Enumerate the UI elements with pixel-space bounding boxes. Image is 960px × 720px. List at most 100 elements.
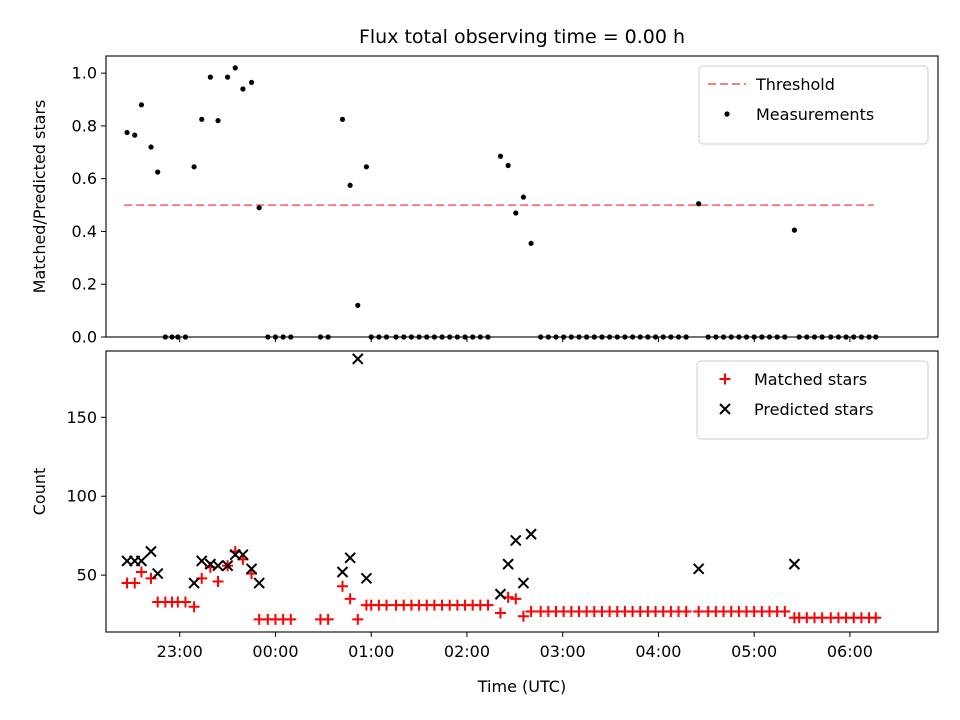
data-point [215,118,221,124]
x-tick-label: 04:00 [635,642,681,661]
data-point [622,334,628,340]
y-tick-label: 0.8 [72,116,97,135]
data-point [858,334,865,340]
y-axis-label: Matched/Predicted stars [30,100,49,294]
data-point [245,563,258,575]
data-point [188,577,200,589]
x-tick-label: 23:00 [157,642,203,661]
data-point [517,610,529,622]
data-point [224,74,231,80]
data-point [873,334,879,340]
data-point [576,334,582,340]
data-point [124,129,130,136]
x-tick-label: 02:00 [444,642,490,661]
data-point [607,334,613,340]
data-point [525,605,537,617]
x-tick-label: 03:00 [540,642,586,661]
data-point [317,334,324,340]
legend-box [696,360,929,440]
data-point [528,240,534,246]
axes-frame [105,55,939,338]
data-point [256,205,262,211]
data-point [179,596,191,608]
data-point [381,599,393,611]
data-point [221,559,234,572]
data-point [322,613,334,625]
data-point [510,593,522,605]
data-point [368,334,374,340]
data-point [779,605,791,617]
data-point [145,545,157,558]
y-tick-label: 1.0 [72,64,97,83]
y-tick-label: 0.0 [72,328,97,347]
data-point [668,334,674,340]
data-point [675,334,682,340]
data-point [196,555,208,567]
x-tick-label: 05:00 [731,642,777,661]
data-point [288,334,294,340]
data-point [520,194,527,200]
data-point [494,588,507,600]
data-point [280,334,286,340]
data-point [782,334,788,340]
series-matched-stars [121,545,882,625]
data-point [584,334,590,340]
data-point [645,334,651,340]
data-point [652,334,659,340]
data-point [525,528,537,540]
data-point [347,182,353,188]
data-point [482,599,494,611]
data-point [470,334,476,340]
data-point [637,334,643,340]
data-point [135,555,148,567]
data-point [736,334,742,340]
data-point [502,558,514,570]
data-point [545,334,551,340]
data-point [416,334,422,340]
data-point [693,605,705,617]
data-point [660,334,666,340]
x-axis-label: Time (UTC) [477,677,566,696]
data-point [344,552,356,564]
data-point [788,558,801,570]
data-point [870,612,882,624]
y-tick-label: 0.6 [72,169,97,188]
y-tick-label: 0.2 [72,275,97,294]
data-point [325,334,331,340]
x-tick-label: 01:00 [348,642,394,661]
y-tick-label: 150 [66,408,97,427]
y-tick-label: 100 [66,487,97,506]
data-point [513,210,519,216]
data-point [191,164,197,170]
data-point [751,334,757,340]
data-point [155,169,161,175]
data-point [424,334,430,340]
legend-label: Measurements [756,105,874,124]
data-point [713,334,719,340]
legend-marker [719,373,731,385]
data-point [408,334,415,340]
data-point [336,566,349,578]
data-point [705,334,711,340]
data-point [199,116,205,122]
data-point [352,353,364,365]
data-point [811,334,818,340]
y-tick-label: 50 [77,566,97,585]
data-point [207,74,213,80]
data-point [132,132,138,138]
data-point [148,144,154,150]
data-point [614,334,620,340]
data-point [336,580,348,592]
data-point [851,334,857,340]
data-point [497,153,504,159]
data-point [568,334,574,340]
data-point [383,334,390,340]
data-point [240,86,246,92]
data-point [804,334,810,340]
data-point [439,334,445,340]
data-point [477,334,483,340]
data-point [431,334,437,340]
data-point [175,334,181,340]
legend-box [698,65,929,145]
data-point [819,334,825,340]
